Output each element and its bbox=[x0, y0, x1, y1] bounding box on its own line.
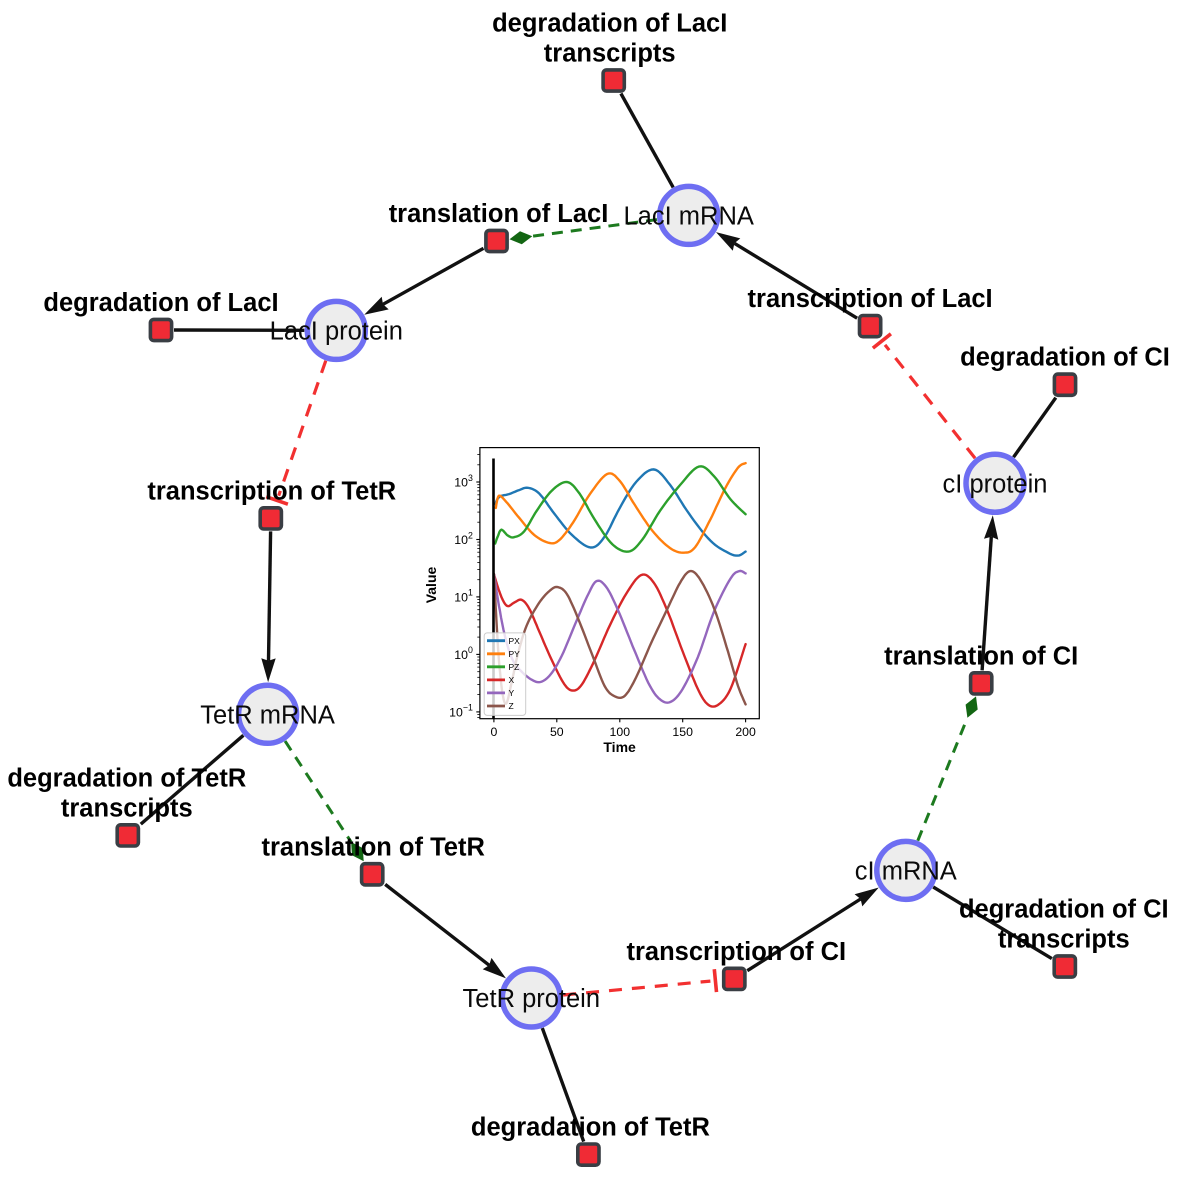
svg-text:translation of LacI: translation of LacI bbox=[389, 200, 609, 228]
svg-text:degradation of LacI: degradation of LacI bbox=[43, 289, 278, 317]
svg-text:TetR protein: TetR protein bbox=[463, 985, 601, 1013]
svg-text:transcripts: transcripts bbox=[998, 926, 1130, 954]
svg-text:Z: Z bbox=[509, 701, 514, 711]
svg-text:PY: PY bbox=[509, 649, 521, 659]
svg-text:cI mRNA: cI mRNA bbox=[855, 857, 957, 885]
svg-text:transcripts: transcripts bbox=[544, 40, 676, 68]
svg-text:translation of TetR: translation of TetR bbox=[262, 833, 485, 861]
svg-text:degradation of LacI: degradation of LacI bbox=[492, 10, 727, 38]
svg-text:Value: Value bbox=[423, 567, 439, 604]
svg-text:100: 100 bbox=[610, 725, 631, 739]
svg-text:degradation of TetR: degradation of TetR bbox=[7, 764, 246, 792]
svg-text:transcripts: transcripts bbox=[61, 794, 193, 822]
svg-text:transcription of LacI: transcription of LacI bbox=[748, 285, 993, 313]
svg-text:transcription of CI: transcription of CI bbox=[627, 938, 847, 966]
svg-text:cI protein: cI protein bbox=[943, 470, 1048, 498]
svg-text:PX: PX bbox=[509, 636, 521, 646]
svg-text:LacI mRNA: LacI mRNA bbox=[624, 202, 754, 230]
svg-text:Time: Time bbox=[603, 739, 636, 755]
svg-text:degradation of CI: degradation of CI bbox=[959, 896, 1169, 924]
svg-text:150: 150 bbox=[672, 725, 693, 739]
svg-text:50: 50 bbox=[550, 725, 564, 739]
svg-text:Y: Y bbox=[509, 688, 515, 698]
svg-text:0: 0 bbox=[490, 725, 497, 739]
svg-text:degradation of CI: degradation of CI bbox=[960, 344, 1170, 372]
svg-text:200: 200 bbox=[735, 725, 756, 739]
svg-text:TetR mRNA: TetR mRNA bbox=[200, 701, 335, 729]
svg-text:transcription of TetR: transcription of TetR bbox=[147, 477, 396, 505]
svg-text:X: X bbox=[509, 675, 515, 685]
svg-text:LacI protein: LacI protein bbox=[270, 317, 403, 345]
svg-text:translation of CI: translation of CI bbox=[884, 642, 1078, 670]
svg-text:PZ: PZ bbox=[509, 662, 520, 672]
svg-text:degradation of TetR: degradation of TetR bbox=[471, 1114, 710, 1142]
